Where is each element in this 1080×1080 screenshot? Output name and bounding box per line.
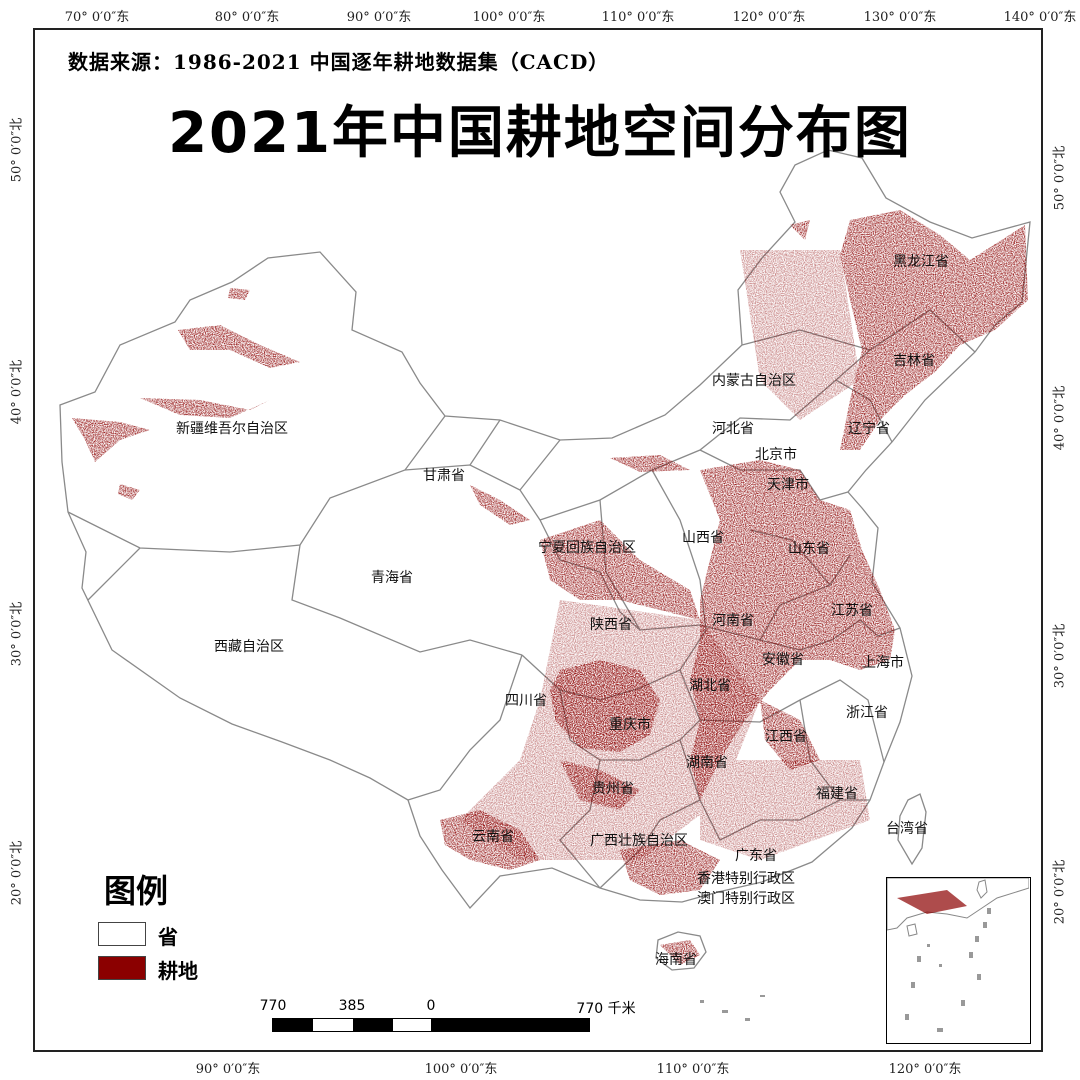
label-shandong: 山东省 [788,541,830,557]
taiwan-outline [897,793,927,866]
label-guangdong: 广东省 [735,848,777,864]
cropland-speckle [460,250,870,860]
data-source-note: 数据来源：1986-2021 中国逐年耕地数据集（CACD） [68,50,610,74]
scale-label-0: 0 [426,998,436,1014]
tick-top-80: 80° 0′0″东 [214,10,280,25]
south-china-sea-inset [886,877,1031,1044]
label-macao: 澳门特别行政区 [697,891,795,907]
label-taiwan: 台湾省 [886,821,928,837]
label-shaanxi: 陕西省 [590,617,632,633]
tick-top-140: 140° 0′0″东 [1003,10,1077,25]
label-jiangsu: 江苏省 [831,603,873,619]
label-gansu: 甘肃省 [423,468,465,484]
tick-top-90: 90° 0′0″东 [346,10,412,25]
legend-swatch-province [98,922,146,946]
label-shanxi: 山西省 [682,530,724,546]
legend-label-province: 省 [158,925,178,949]
label-hongkong: 香港特别行政区 [697,871,795,887]
tick-top-110: 110° 0′0″东 [601,10,675,25]
tick-top-100: 100° 0′0″东 [472,10,546,25]
label-xinjiang: 新疆维吾尔自治区 [176,421,288,437]
legend-title: 图例 [104,872,169,910]
scs-islands [700,995,765,1021]
label-guangxi: 广西壮族自治区 [590,833,688,849]
label-hainan: 海南省 [655,952,697,968]
label-fujian: 福建省 [816,786,858,802]
legend-swatch-cropland [98,956,146,980]
label-anhui: 安徽省 [762,652,804,668]
scale-label-770-left: 770 [259,998,287,1014]
label-zhejiang: 浙江省 [846,705,888,721]
label-hubei: 湖北省 [689,678,731,694]
label-liaoning: 辽宁省 [848,421,890,437]
label-ningxia: 宁夏回族自治区 [538,540,636,556]
label-beijing: 北京市 [755,447,797,463]
tick-bottom-120: 120° 0′0″东 [888,1062,962,1077]
tick-top-120: 120° 0′0″东 [732,10,806,25]
label-hunan: 湖南省 [686,755,728,771]
label-chongqing: 重庆市 [609,717,651,733]
scale-label-770-right: 770 千米 [576,1001,636,1017]
tick-top-70: 70° 0′0″东 [64,10,130,25]
label-henan: 河南省 [712,613,754,629]
tick-top-130: 130° 0′0″东 [863,10,937,25]
inset-map [886,877,1030,1032]
label-yunnan: 云南省 [472,829,514,845]
map-title: 2021年中国耕地空间分布图 [168,101,912,166]
label-jilin: 吉林省 [893,353,935,369]
tick-bottom-90: 90° 0′0″东 [195,1062,261,1077]
label-jiangxi: 江西省 [765,729,807,745]
label-sichuan: 四川省 [505,693,547,709]
label-tianjin: 天津市 [767,477,809,493]
cropland-areas [72,210,1028,965]
legend-label-cropland: 耕地 [158,959,198,983]
scale-label-385: 385 [338,998,366,1014]
tick-bottom-110: 110° 0′0″东 [656,1062,730,1077]
label-neimenggu: 内蒙古自治区 [712,373,796,389]
label-guizhou: 贵州省 [592,781,634,797]
tick-bottom-100: 100° 0′0″东 [424,1062,498,1077]
label-xizang: 西藏自治区 [214,639,284,655]
label-hebei: 河北省 [712,421,754,437]
scale-bar [272,1018,590,1032]
label-qinghai: 青海省 [371,570,413,586]
label-shanghai: 上海市 [862,655,904,671]
label-heilongjiang: 黑龙江省 [893,254,949,270]
